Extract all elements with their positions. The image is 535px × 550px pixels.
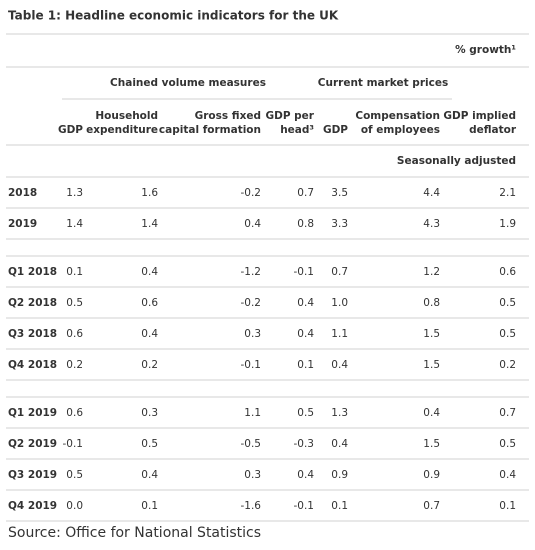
cell: 1.4 xyxy=(141,218,158,230)
cell: 0.9 xyxy=(423,469,440,481)
cell: 0.5 xyxy=(499,438,516,450)
cell: 0.9 xyxy=(331,469,348,481)
cell: 0.8 xyxy=(297,218,314,230)
units: % growth¹ xyxy=(455,44,516,56)
cell: 0.4 xyxy=(423,407,440,419)
cell: -0.1 xyxy=(63,438,84,450)
cell: 0.5 xyxy=(141,438,158,450)
cell: 1.1 xyxy=(244,407,261,419)
cell: 1.5 xyxy=(423,438,440,450)
column-header: Gross fixed xyxy=(195,110,261,122)
cell: 0.7 xyxy=(423,500,440,512)
cell: 0.2 xyxy=(141,359,158,371)
row-label: Q2 2019 xyxy=(8,438,57,450)
cell: 0.4 xyxy=(331,359,348,371)
column-header: Compensation xyxy=(355,110,440,122)
cell: 0.5 xyxy=(297,407,314,419)
group-header: Current market prices xyxy=(318,77,448,89)
cell: 0.4 xyxy=(499,469,516,481)
cell: -0.1 xyxy=(294,500,315,512)
cell: -0.2 xyxy=(241,187,262,199)
cell: 0.4 xyxy=(331,438,348,450)
cell: 0.4 xyxy=(141,469,158,481)
cell: -1.6 xyxy=(241,500,262,512)
cell: 0.7 xyxy=(331,266,348,278)
cell: 3.5 xyxy=(331,187,348,199)
cell: 1.4 xyxy=(66,218,83,230)
cell: 0.6 xyxy=(499,266,516,278)
cell: 0.6 xyxy=(141,297,158,309)
cell: 0.1 xyxy=(331,500,348,512)
cell: 0.1 xyxy=(141,500,158,512)
cell: 1.9 xyxy=(499,218,516,230)
cell: 0.3 xyxy=(244,469,261,481)
cell: 0.3 xyxy=(141,407,158,419)
cell: 0.4 xyxy=(297,469,314,481)
cell: 0.0 xyxy=(66,500,83,512)
cell: -0.5 xyxy=(241,438,262,450)
cell: 0.7 xyxy=(297,187,314,199)
row-label: Q1 2018 xyxy=(8,266,57,278)
cell: 1.1 xyxy=(331,328,348,340)
column-header: of employees xyxy=(361,124,440,136)
cell: 0.5 xyxy=(499,328,516,340)
cell: 0.4 xyxy=(297,328,314,340)
column-header: deflator xyxy=(469,124,517,136)
column-header: GDP per xyxy=(265,110,314,122)
column-header: GDP xyxy=(58,124,83,136)
cell: 0.5 xyxy=(66,297,83,309)
row-label: 2019 xyxy=(8,218,37,230)
cell: 1.5 xyxy=(423,359,440,371)
group-header: Chained volume measures xyxy=(110,77,266,89)
table-title: Table 1: Headline economic indicators fo… xyxy=(8,9,339,23)
cell: 0.5 xyxy=(499,297,516,309)
column-header: GDP xyxy=(323,124,348,136)
row-label: Q3 2019 xyxy=(8,469,57,481)
cell: -0.1 xyxy=(294,266,315,278)
cell: 0.4 xyxy=(244,218,261,230)
cell: 0.6 xyxy=(66,328,83,340)
cell: 0.8 xyxy=(423,297,440,309)
cell: -0.1 xyxy=(241,359,262,371)
cell: 1.6 xyxy=(141,187,158,199)
column-header: head³ xyxy=(280,124,314,136)
cell: 0.4 xyxy=(297,297,314,309)
cell: 1.3 xyxy=(331,407,348,419)
cell: 1.5 xyxy=(423,328,440,340)
cell: 1.3 xyxy=(66,187,83,199)
source: Source: Office for National Statistics xyxy=(8,525,261,541)
cell: -0.3 xyxy=(294,438,315,450)
column-header: GDP implied xyxy=(443,110,516,122)
adjustment: Seasonally adjusted xyxy=(397,155,516,167)
cell: 1.0 xyxy=(331,297,348,309)
cell: -0.2 xyxy=(241,297,262,309)
row-label: Q4 2018 xyxy=(8,359,57,371)
cell: 0.1 xyxy=(297,359,314,371)
row-label: Q3 2018 xyxy=(8,328,57,340)
cell: 0.4 xyxy=(141,328,158,340)
cell: 1.2 xyxy=(423,266,440,278)
cell: 0.4 xyxy=(141,266,158,278)
cell: 2.1 xyxy=(499,187,516,199)
cell: 0.1 xyxy=(499,500,516,512)
row-label: Q4 2019 xyxy=(8,500,57,512)
cell: 3.3 xyxy=(331,218,348,230)
row-label: Q1 2019 xyxy=(8,407,57,419)
column-header: expenditure xyxy=(86,124,158,136)
cell: 0.5 xyxy=(66,469,83,481)
cell: 0.7 xyxy=(499,407,516,419)
cell: 0.2 xyxy=(499,359,516,371)
row-label: 2018 xyxy=(8,187,37,199)
column-header: Household xyxy=(95,110,158,122)
cell: 4.3 xyxy=(423,218,440,230)
cell: 0.6 xyxy=(66,407,83,419)
cell: -1.2 xyxy=(241,266,262,278)
row-label: Q2 2018 xyxy=(8,297,57,309)
cell: 0.3 xyxy=(244,328,261,340)
cell: 0.1 xyxy=(66,266,83,278)
cell: 0.2 xyxy=(66,359,83,371)
column-header: capital formation xyxy=(159,124,261,136)
cell: 4.4 xyxy=(423,187,440,199)
